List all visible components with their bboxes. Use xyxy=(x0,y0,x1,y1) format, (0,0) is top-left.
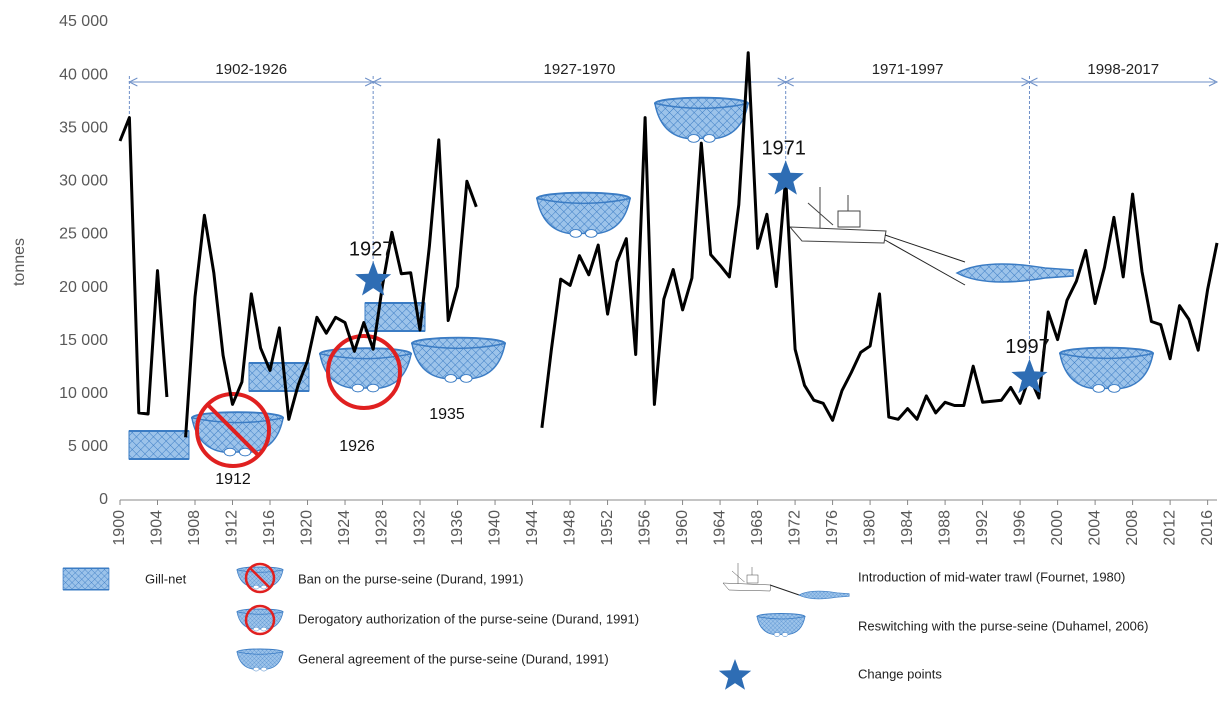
x-tick-label: 1956 xyxy=(636,510,653,546)
x-tick-label: 1948 xyxy=(561,510,578,546)
x-tick-label: 1932 xyxy=(411,510,428,546)
x-tick-label: 1952 xyxy=(599,510,616,546)
y-tick-label: 45 000 xyxy=(59,13,108,30)
x-tick-label: 1944 xyxy=(524,510,541,546)
annotation: 1926 xyxy=(339,438,375,455)
x-tick-label: 1964 xyxy=(711,510,728,546)
period-label: 1902-1926 xyxy=(215,61,287,78)
legend-label: Introduction of mid-water trawl (Fournet… xyxy=(858,569,1125,584)
y-tick-label: 35 000 xyxy=(59,119,108,136)
change-point-label: 1971 xyxy=(761,137,806,159)
y-tick-label: 10 000 xyxy=(59,385,108,402)
x-tick-label: 1908 xyxy=(186,510,203,546)
y-tick-label: 0 xyxy=(99,491,108,508)
x-tick-label: 1916 xyxy=(261,510,278,546)
period-label: 1998-2017 xyxy=(1087,61,1159,78)
legend-label: Ban on the purse-seine (Durand, 1991) xyxy=(298,571,523,586)
x-tick-label: 2012 xyxy=(1161,510,1178,546)
annotation: 1935 xyxy=(429,406,465,423)
x-tick-label: 1940 xyxy=(486,510,503,546)
y-tick-label: 30 000 xyxy=(59,173,108,190)
annotation: 1912 xyxy=(215,471,251,488)
icons xyxy=(63,98,1153,671)
x-tick-label: 1928 xyxy=(374,510,391,546)
x-tick-label: 1972 xyxy=(786,510,803,546)
x-tick-label: 1984 xyxy=(899,510,916,546)
x-tick-label: 1976 xyxy=(824,510,841,546)
legend-label: Gill-net xyxy=(145,571,187,586)
y-axis-label: tonnes xyxy=(11,238,28,286)
period-label: 1971-1997 xyxy=(872,61,944,78)
change-point-label: 1927 xyxy=(349,238,394,260)
x-tick-label: 1968 xyxy=(749,510,766,546)
x-tick-label: 1936 xyxy=(449,510,466,546)
legend-label: Reswitching with the purse-seine (Duhame… xyxy=(858,618,1148,633)
x-tick-label: 2000 xyxy=(1049,510,1066,546)
x-tick-label: 2004 xyxy=(1086,510,1103,546)
x-tick-label: 1904 xyxy=(149,510,166,546)
period-label: 1927-1970 xyxy=(544,61,616,78)
legend-star xyxy=(719,659,751,690)
x-tick-label: 1996 xyxy=(1011,510,1028,546)
x-tick-label: 2008 xyxy=(1124,510,1141,546)
x-tick-label: 1988 xyxy=(936,510,953,546)
x-tick-label: 1960 xyxy=(674,510,691,546)
y-tick-label: 20 000 xyxy=(59,279,108,296)
x-tick-label: 1920 xyxy=(299,510,316,546)
x-tick-label: 1924 xyxy=(336,510,353,546)
y-tick-label: 25 000 xyxy=(59,226,108,243)
x-tick-label: 1912 xyxy=(224,510,241,546)
y-tick-label: 5 000 xyxy=(68,438,108,455)
chart: 0 5 000 10 000 15 000 20 000 25 000 30 000 35 0… xyxy=(0,0,1222,722)
x-tick-label: 1900 xyxy=(111,510,128,546)
x-tick-label: 2016 xyxy=(1199,510,1216,546)
legend-label: Change points xyxy=(858,666,942,681)
change-point-label: 1997 xyxy=(1005,336,1050,358)
y-tick-label: 15 000 xyxy=(59,332,108,349)
x-tick-label: 1992 xyxy=(974,510,991,546)
y-tick-label: 40 000 xyxy=(59,66,108,83)
x-tick-label: 1980 xyxy=(861,510,878,546)
legend-label: General agreement of the purse-seine (Du… xyxy=(298,651,609,666)
legend-label: Derogatory authorization of the purse-se… xyxy=(298,611,639,626)
